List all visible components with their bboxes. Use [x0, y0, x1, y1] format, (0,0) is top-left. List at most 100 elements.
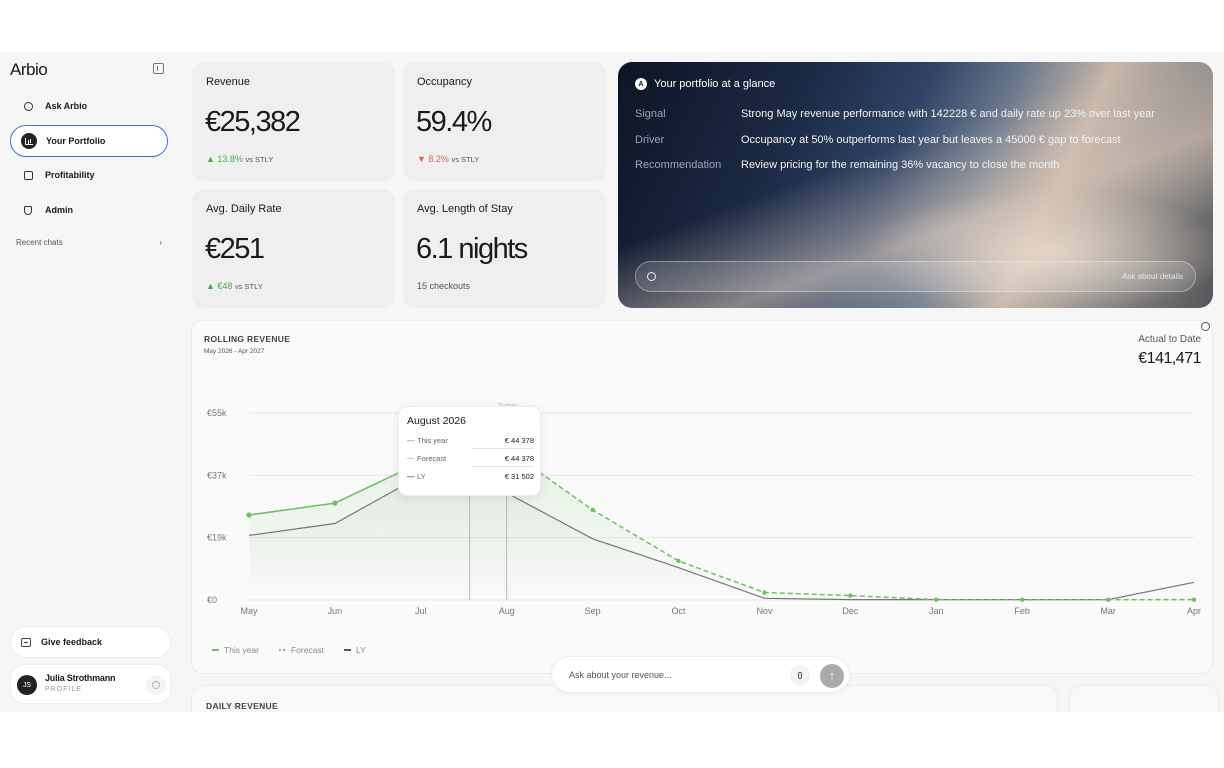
- sidebar-collapse-icon[interactable]: [153, 63, 164, 74]
- kpi-card-occupancy[interactable]: Occupancy 59.4% ▼ 8.2% vs STLY: [403, 62, 606, 181]
- portfolio-row-label: Signal: [635, 108, 666, 120]
- kpi-delta-compare: vs STLY: [451, 155, 480, 164]
- chat-bubble-icon: [647, 272, 656, 281]
- document-icon: [20, 167, 36, 183]
- portfolio-ask-placeholder: Ask about details: [1122, 272, 1183, 281]
- give-feedback-label: Give feedback: [41, 637, 103, 647]
- recent-chats-label: Recent chats: [16, 238, 63, 247]
- kpi-value: 59.4%: [416, 106, 492, 138]
- tooltip-divider: [472, 448, 534, 449]
- x-tick-label: Apr: [1187, 606, 1201, 616]
- kpi-title: Revenue: [206, 76, 251, 88]
- sidebar-item-label: Your Portfolio: [46, 136, 106, 146]
- x-tick-label: May: [240, 606, 258, 616]
- tooltip-value: € 31 502: [504, 472, 534, 481]
- sidebar-item-your-portfolio[interactable]: Your Portfolio: [10, 125, 168, 157]
- x-tick-label: Sep: [585, 606, 601, 616]
- kpi-card-revenue[interactable]: Revenue €25,382 ▲ 13.8% vs STLY: [192, 62, 395, 181]
- portfolio-title: Your portfolio at a glance: [654, 78, 776, 90]
- x-tick-label: Nov: [756, 606, 773, 616]
- kpi-delta-compare: vs STLY: [245, 155, 274, 164]
- legend-swatch: [212, 649, 219, 651]
- chart-title: ROLLING REVENUE: [204, 334, 291, 344]
- kpi-title: Avg. Length of Stay: [417, 203, 513, 215]
- data-point-forecast: [590, 507, 595, 513]
- data-point-forecast: [676, 558, 681, 564]
- kpi-card-avg-length-of-stay[interactable]: Avg. Length of Stay 6.1 nights 15 checko…: [403, 189, 606, 308]
- kpi-value: €25,382: [205, 106, 301, 138]
- microphone-icon[interactable]: [790, 665, 810, 685]
- profile-card[interactable]: JS Julia Strothmann PROFILE: [10, 664, 171, 704]
- data-point-forecast: [1191, 597, 1197, 602]
- tooltip-row-ly: — LY € 31 502: [407, 472, 534, 481]
- bar-chart-icon: [21, 133, 37, 149]
- secondary-card: [1069, 685, 1219, 712]
- x-tick-label: Feb: [1014, 606, 1030, 616]
- portfolio-row-label: Recommendation: [635, 159, 722, 171]
- legend-item-this-year[interactable]: This year: [212, 645, 259, 655]
- rolling-revenue-chart[interactable]: €0 €19k €37k €55k May Jun Jul Aug Sep Oct Nov Dec Ja…: [192, 321, 1214, 675]
- sidebar-item-profitability[interactable]: Profitability: [10, 159, 168, 191]
- kpi-delta: ▲ 13.8% vs STLY: [206, 154, 273, 164]
- legend-label: This year: [224, 645, 259, 655]
- legend-item-ly[interactable]: LY: [344, 645, 366, 655]
- brand-logo: Arbio: [10, 60, 48, 79]
- x-tick-label: Jun: [328, 606, 343, 616]
- kpi-title: Occupancy: [417, 76, 473, 88]
- recent-chats-toggle[interactable]: Recent chats ›: [16, 238, 162, 247]
- profile-role: PROFILE: [45, 686, 82, 693]
- app-window: Arbio Ask Arbio Your Portfolio Profitabi…: [0, 52, 1224, 712]
- portfolio-ask-input[interactable]: Ask about details: [635, 261, 1196, 292]
- portfolio-row-text: Review pricing for the remaining 36% vac…: [741, 159, 1060, 171]
- kpi-delta-compare: vs STLY: [234, 282, 263, 291]
- legend-label: Forecast: [290, 645, 325, 655]
- data-point-forecast: [848, 593, 853, 598]
- legend-label: LY: [356, 645, 366, 655]
- shield-icon: [20, 202, 36, 218]
- tooltip-row-forecast: ··· Forecast € 44 378: [407, 454, 534, 463]
- arbio-logo-icon: A: [635, 78, 647, 90]
- tooltip-divider: [472, 466, 534, 467]
- sidebar-item-label: Profitability: [45, 170, 95, 180]
- data-point-this-year: [332, 500, 338, 506]
- kpi-value: 6.1 nights: [416, 233, 528, 265]
- sidebar-item-label: Ask Arbio: [45, 101, 88, 111]
- chat-bubble-icon: [20, 98, 36, 114]
- tooltip-title: August 2026: [407, 415, 466, 427]
- portfolio-row-recommendation: Recommendation Review pricing for the re…: [635, 159, 1060, 171]
- tooltip-value: € 44 378: [504, 436, 534, 445]
- chart-date-range: May 2026 - Apr 2027: [204, 348, 265, 355]
- settings-gear-icon[interactable]: [146, 675, 166, 695]
- x-tick-label: Oct: [672, 606, 687, 616]
- tooltip-value: € 44 378: [504, 454, 534, 463]
- x-tick-label: Jul: [415, 606, 427, 616]
- data-point-forecast: [762, 590, 767, 595]
- avatar: JS: [17, 675, 37, 695]
- chat-bubble-icon[interactable]: [1201, 322, 1210, 331]
- actual-to-date-label: Actual to Date: [1138, 334, 1201, 345]
- data-point-forecast: [934, 597, 939, 602]
- send-arrow-icon[interactable]: ↑: [820, 664, 844, 688]
- kpi-card-avg-daily-rate[interactable]: Avg. Daily Rate €251 ▲ €48 vs STLY: [192, 189, 395, 308]
- sidebar-item-label: Admin: [45, 205, 73, 215]
- feedback-icon: [21, 637, 31, 647]
- legend-item-forecast[interactable]: Forecast: [278, 645, 325, 655]
- portfolio-header: A Your portfolio at a glance: [635, 78, 775, 90]
- x-tick-label: Mar: [1100, 606, 1116, 616]
- sidebar-item-ask-arbio[interactable]: Ask Arbio: [10, 90, 168, 122]
- kpi-delta-value: ▲ €48: [206, 281, 233, 291]
- ask-revenue-input[interactable]: Ask about your revenue... ↑: [551, 656, 850, 693]
- legend-swatch: [278, 649, 286, 651]
- sidebar-item-admin[interactable]: Admin: [10, 194, 168, 226]
- kpi-subtext: 15 checkouts: [417, 281, 471, 291]
- portfolio-row-text: Occupancy at 50% outperforms last year b…: [741, 134, 1121, 146]
- tooltip-label: LY: [417, 472, 426, 481]
- y-tick-label: €0: [207, 595, 217, 605]
- y-tick-label: €55k: [207, 408, 227, 418]
- give-feedback-button[interactable]: Give feedback: [10, 626, 171, 658]
- sidebar: Arbio Ask Arbio Your Portfolio Profitabi…: [0, 52, 178, 712]
- kpi-delta-value: ▲ 13.8%: [206, 154, 243, 164]
- kpi-value: €251: [205, 233, 265, 265]
- rolling-revenue-card: ROLLING REVENUE May 2026 - Apr 2027 Actu…: [191, 320, 1213, 674]
- kpi-delta: ▲ €48 vs STLY: [206, 281, 263, 291]
